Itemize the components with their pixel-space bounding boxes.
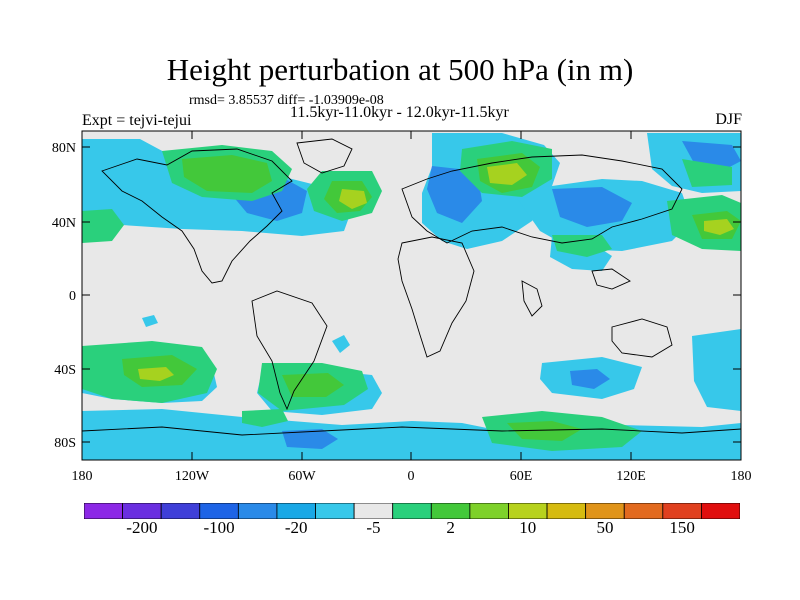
lat-tick-80s: 80S (54, 436, 76, 451)
lon-tick-0: 0 (408, 469, 415, 484)
lon-tick-180e: 180 (731, 469, 752, 484)
rmsd-stats: rmsd= 3.85537 diff= -1.03909e-08 (189, 93, 384, 108)
colorbar-label: -5 (366, 518, 381, 537)
lat-tick-80n: 80N (52, 141, 76, 156)
colorbar-box (701, 503, 740, 519)
colorbar-box (546, 503, 587, 519)
colorbar-label: 10 (519, 518, 537, 537)
lon-tick-180w: 180 (72, 469, 93, 484)
colorbar-box (623, 503, 664, 519)
colorbar-box (315, 503, 355, 519)
lon-tick-60w: 60W (288, 469, 316, 484)
colorbar-box (430, 503, 471, 519)
colorbar-label: -20 (284, 518, 308, 537)
lon-tick-120e: 120E (616, 469, 646, 484)
lat-tick-0: 0 (69, 289, 76, 304)
colorbar-label: -100 (203, 518, 235, 537)
colorbar-box (353, 503, 394, 519)
lon-tick-120w: 120W (175, 469, 210, 484)
colorbar-box (469, 503, 509, 519)
colorbar (84, 503, 740, 519)
colorbar-box (276, 503, 316, 519)
colorbar-box (84, 503, 123, 519)
colorbar-label: 2 (446, 518, 455, 537)
lon-tick-60e: 60E (510, 469, 533, 484)
lat-tick-40n: 40N (52, 216, 76, 231)
colorbar-box (160, 503, 201, 519)
colorbar-box (585, 503, 625, 519)
colorbar-label: -200 (126, 518, 158, 537)
colorbar-box (199, 503, 239, 519)
lat-tick-40s: 40S (54, 363, 76, 378)
experiment-label: Expt = tejvi-tejui (82, 112, 192, 129)
anomaly-map (82, 131, 741, 460)
season-label: DJF (715, 111, 742, 128)
colorbar-box (508, 503, 548, 519)
colorbar-box (122, 503, 162, 519)
chart-title: Height perturbation at 500 hPa (in m) (166, 52, 634, 87)
colorbar-label: 150 (669, 518, 695, 537)
colorbar-box (392, 503, 432, 519)
colorbar-box (662, 503, 702, 519)
period-subtitle: 11.5kyr-11.0kyr - 12.0kyr-11.5kyr (290, 104, 509, 121)
colorbar-label: 50 (596, 518, 614, 537)
colorbar-box (237, 503, 278, 519)
